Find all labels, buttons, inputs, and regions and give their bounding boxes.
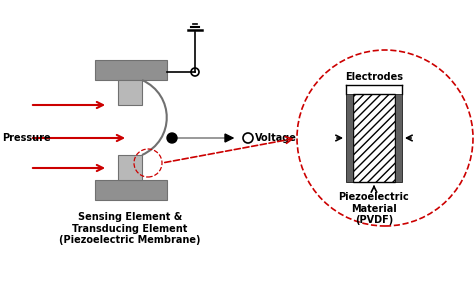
Bar — [95, 180, 167, 200]
Bar — [346, 94, 353, 182]
Bar — [353, 94, 395, 182]
Text: Pressure: Pressure — [2, 133, 51, 143]
Bar — [95, 60, 167, 80]
Polygon shape — [225, 134, 233, 142]
Text: Piezoelectric
Material
(PVDF): Piezoelectric Material (PVDF) — [338, 192, 410, 225]
Bar — [395, 94, 402, 182]
Circle shape — [167, 133, 177, 143]
Bar — [118, 155, 142, 180]
Text: Voltage: Voltage — [255, 133, 297, 143]
Text: Sensing Element &
Transducing Element
(Piezoelectric Membrane): Sensing Element & Transducing Element (P… — [59, 212, 201, 245]
Text: Electrodes: Electrodes — [345, 72, 403, 82]
Bar — [118, 80, 142, 105]
